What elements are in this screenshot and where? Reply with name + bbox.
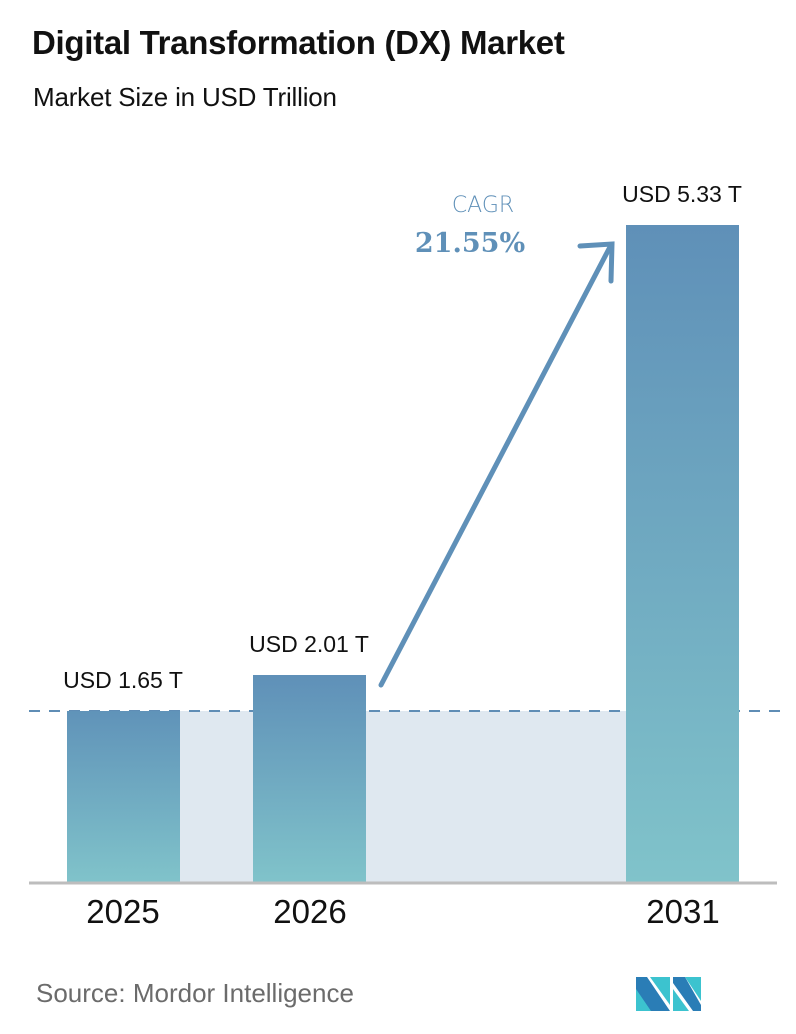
mordor-intelligence-logo-icon	[636, 977, 701, 1011]
value-label-2031: USD 5.33 T	[622, 181, 742, 207]
bar-2031	[626, 225, 739, 882]
source-text: Source: Mordor Intelligence	[36, 978, 354, 1008]
cagr-value: 21.55%	[414, 228, 526, 259]
x-tick-2026: 2026	[273, 893, 347, 930]
bar-2025	[67, 711, 180, 882]
value-label-2026: USD 2.01 T	[249, 631, 369, 657]
cagr-arrow-icon	[378, 241, 615, 688]
chart-title: Digital Transformation (DX) Market	[32, 24, 565, 61]
x-tick-2025: 2025	[86, 893, 160, 930]
reference-band	[180, 711, 626, 882]
value-label-2025: USD 1.65 T	[63, 667, 183, 693]
bar-2026	[253, 675, 366, 882]
x-tick-2031: 2031	[646, 893, 720, 930]
chart-subtitle: Market Size in USD Trillion	[33, 82, 337, 112]
cagr-label: CAGR	[451, 193, 515, 218]
